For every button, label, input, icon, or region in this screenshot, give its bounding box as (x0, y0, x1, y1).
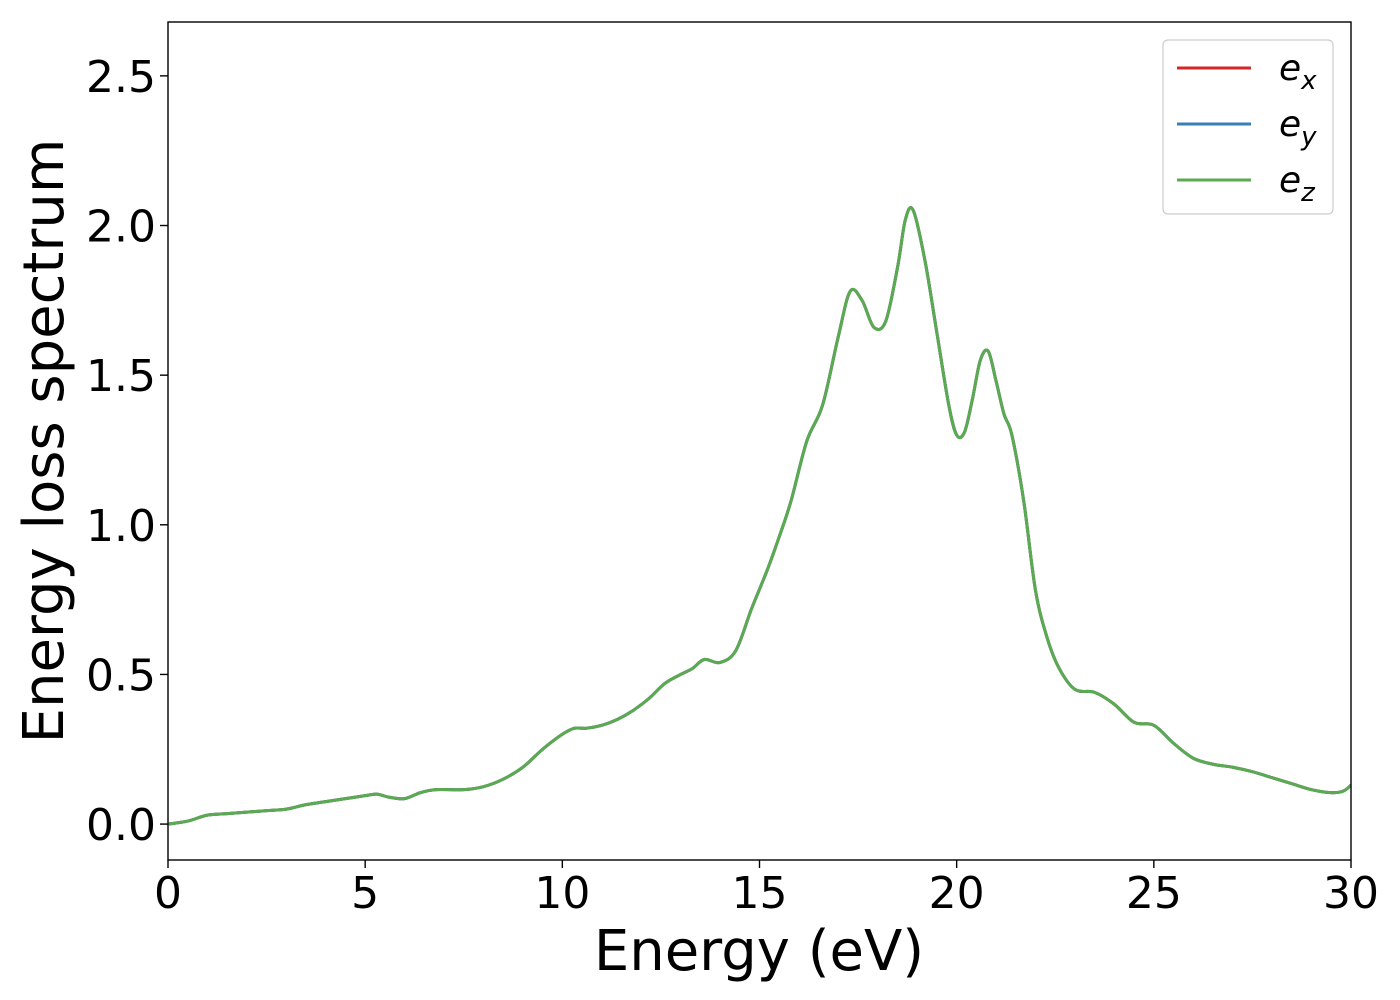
legend-label-subscript: x (1300, 66, 1317, 96)
x-tick-label: 25 (1126, 868, 1182, 919)
series-line-e-z (168, 206, 1351, 826)
x-axis-ticks: 0 5 10 15 20 25 30 (154, 860, 1379, 919)
legend-label-subscript: y (1300, 122, 1317, 152)
y-axis-ticks: 0.0 0.5 1.0 1.5 2.0 2.5 (86, 52, 168, 851)
y-tick-label: 2.0 (86, 202, 156, 253)
x-tick-label: 30 (1323, 868, 1379, 919)
legend-label-e-z: ez (1279, 160, 1316, 208)
series-layer (168, 206, 1351, 826)
legend-box (1162, 39, 1334, 215)
y-tick-label: 1.5 (86, 351, 156, 402)
y-tick-label: 2.5 (86, 52, 156, 103)
legend-label-base: e (1279, 48, 1301, 89)
legend-label-subscript: z (1300, 178, 1316, 208)
x-tick-label: 0 (154, 868, 182, 919)
y-axis-title: Energy loss spectrum (12, 139, 77, 744)
y-tick-label: 1.0 (86, 501, 156, 552)
x-tick-label: 20 (929, 868, 985, 919)
x-tick-label: 5 (351, 868, 379, 919)
legend-label-base: e (1279, 104, 1301, 145)
x-tick-label: 15 (732, 868, 788, 919)
legend-label-base: e (1279, 160, 1301, 201)
x-axis-title: Energy (eV) (594, 919, 924, 984)
y-tick-label: 0.5 (86, 650, 156, 701)
y-tick-label: 0.0 (86, 800, 156, 851)
legend-label-e-y: ey (1279, 104, 1317, 152)
x-tick-label: 10 (534, 868, 590, 919)
legend-label-e-x: ex (1279, 48, 1317, 96)
